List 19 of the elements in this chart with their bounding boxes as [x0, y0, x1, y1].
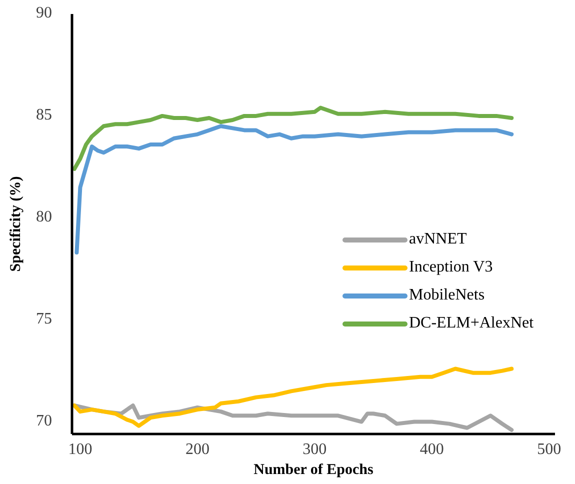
y-tick-label: 70	[36, 412, 52, 430]
line-series	[74, 124, 514, 255]
y-axis-title: Specificity (%)	[8, 176, 24, 272]
legend-label: avNNET	[409, 230, 467, 248]
y-tick-label: 80	[36, 208, 52, 226]
x-tick-label: 100	[68, 441, 92, 458]
y-tick-label: 75	[36, 310, 52, 328]
x-tick-label: 500	[537, 441, 562, 458]
y-tick-label: 85	[36, 106, 52, 124]
y-tick-label: 90	[36, 4, 52, 22]
x-tick-label: 200	[185, 441, 210, 458]
legend-label: Inception V3	[409, 258, 493, 276]
legend-label: MobileNets	[409, 286, 485, 304]
legend-label: DC-ELM+AlexNet	[409, 314, 534, 332]
x-tick-label: 400	[420, 441, 444, 458]
line-series	[72, 366, 514, 428]
x-axis-title: Number of Epochs	[254, 462, 374, 478]
line-series	[72, 106, 514, 171]
x-tick-label: 300	[302, 441, 327, 458]
